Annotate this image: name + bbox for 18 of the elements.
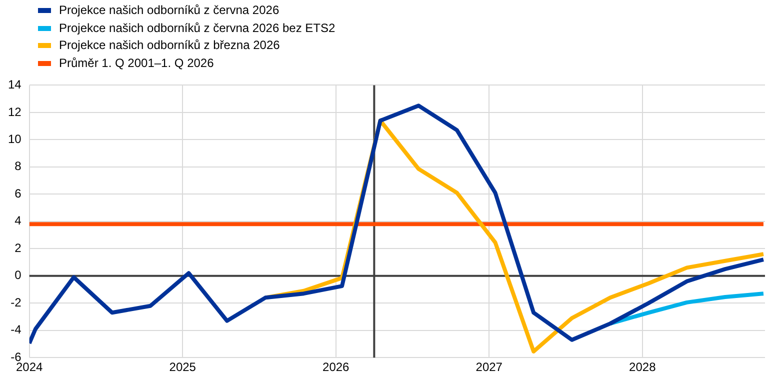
- y-tick-label: 0: [14, 268, 22, 282]
- legend-label: Projekce našich odborníků z června 2026: [59, 2, 280, 19]
- y-tick-label: 10: [8, 132, 22, 146]
- legend-label: Projekce našich odborníků z března 2026: [59, 37, 280, 54]
- y-tick-label: 6: [14, 186, 22, 200]
- legend-label: Průměr 1. Q 2001–1. Q 2026: [59, 54, 214, 72]
- legend-label: Projekce našich odborníků z června 2026 bez ETS2: [59, 20, 336, 36]
- y-tick-label: 4: [14, 214, 22, 228]
- x-tick-label: 2027: [476, 360, 503, 374]
- y-tick-label: -4: [10, 322, 22, 337]
- y-tick-label: 2: [14, 240, 22, 255]
- x-tick-label: 2026: [322, 360, 350, 374]
- y-tick-label: 14: [8, 78, 22, 92]
- x-tick-label: 2025: [169, 360, 196, 374]
- y-tick-label: -2: [10, 295, 22, 310]
- y-tick-label: 8: [14, 159, 22, 174]
- x-tick-label: 2028: [629, 360, 656, 374]
- y-tick-label: 12: [8, 104, 22, 119]
